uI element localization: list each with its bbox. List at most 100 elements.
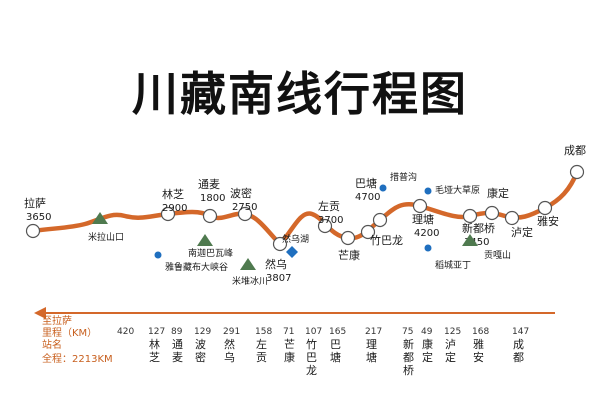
segment-station-name: 康 (284, 350, 295, 364)
segment-distance: 165 (329, 327, 346, 337)
stop-name: 波密 (230, 186, 252, 200)
segment-station-name: 理 (366, 338, 377, 351)
segment-station-name: 桥 (403, 364, 414, 377)
stop-name: 通麦 (198, 178, 220, 191)
dot-icon (424, 244, 432, 252)
segment-station-name: 芝 (149, 351, 160, 364)
stop-marker-icon (412, 198, 428, 214)
route-stop: 波密 2750 (230, 186, 257, 222)
dot-icon (424, 187, 432, 195)
point-of-interest: 措普沟 (379, 171, 417, 192)
route-stop: 雅安 (537, 200, 559, 228)
mountain-icon (240, 258, 256, 270)
legend-line1: 至拉萨 (42, 314, 72, 327)
stop-name: 拉萨 (24, 196, 46, 210)
segment-distance: 107 (305, 327, 322, 337)
poi-label: 南迦巴瓦峰 (188, 247, 233, 259)
stop-elevation: 4200 (414, 228, 439, 239)
segment-station-name: 左 (256, 338, 267, 351)
segment-station-name: 成 (513, 338, 524, 351)
segment-station-name: 雅 (473, 337, 484, 351)
segment-station-name: 泸 (445, 338, 456, 351)
segment-station-name: 贡 (256, 351, 267, 364)
segment-station-name: 巴 (306, 351, 317, 364)
segment-distance: 420 (117, 327, 134, 337)
stop-name: 竹巴龙 (370, 233, 403, 247)
legend-line2: 里程（KM） (42, 327, 97, 339)
stop-elevation: 3807 (266, 273, 291, 284)
segment-station-name: 新 (403, 337, 414, 351)
route-stop: 康定 (484, 186, 509, 221)
segment-distance: 147 (512, 327, 529, 337)
segment-distance: 49 (421, 327, 433, 337)
stop-marker-icon (484, 205, 500, 221)
stop-marker-icon (537, 200, 553, 216)
stop-elevation: 4700 (355, 192, 380, 203)
stop-marker-icon (317, 218, 333, 234)
stop-name: 芒康 (338, 248, 360, 262)
segment-station-name: 塘 (366, 350, 377, 364)
point-of-interest: 米堆冰川 (232, 258, 268, 287)
stop-marker-icon (569, 164, 585, 180)
segment-station-name: 安 (473, 350, 484, 364)
mountain-icon (197, 234, 213, 246)
route-stop: 竹巴龙 (360, 224, 403, 247)
segment-station-name: 芒 (284, 338, 295, 351)
poi-label: 米拉山口 (88, 231, 124, 243)
point-of-interest: 南迦巴瓦峰 (188, 234, 233, 259)
poi-label: 措普沟 (390, 171, 417, 183)
page-title: 川藏南线行程图 (132, 67, 468, 121)
segment-station-name: 塘 (330, 350, 341, 364)
segment-distance: 158 (255, 327, 272, 337)
route-stop: 拉萨 3650 (24, 196, 51, 239)
point-of-interest: 毛垭大草原 (424, 184, 480, 196)
segment-station-name: 都 (513, 351, 524, 364)
segment-station-name: 巴 (330, 338, 341, 351)
route-stop: 理塘 4200 (412, 198, 439, 239)
stop-marker-icon (462, 208, 478, 224)
mountain-icon (462, 234, 478, 246)
stop-marker-icon (202, 208, 218, 224)
stop-name: 泸定 (511, 225, 533, 239)
total-distance: 全程：2213KM (42, 352, 113, 365)
point-of-interest: 稻城亚丁 (424, 244, 471, 271)
stop-marker-icon (372, 212, 388, 228)
stop-marker-icon (237, 206, 253, 222)
segment-station-name: 麦 (172, 351, 183, 364)
route-stop: 成都 (564, 144, 586, 180)
segment-station-name: 密 (195, 350, 206, 364)
lake-icon (286, 246, 298, 258)
poi-label: 稻城亚丁 (435, 260, 471, 271)
route-stop: 左贡 3700 (317, 200, 343, 234)
stop-elevation: 3650 (26, 212, 51, 223)
stop-marker-icon (272, 236, 288, 252)
route-stop: 新都桥 3450 (462, 208, 495, 248)
stop-name: 然乌 (265, 257, 287, 271)
segment-distance: 89 (171, 327, 183, 337)
stop-marker-icon (504, 210, 520, 226)
stop-name: 左贡 (318, 200, 340, 213)
segment-station-name: 康 (422, 337, 433, 351)
route-stop: 然乌 3807 (265, 236, 291, 284)
segment-distance: 168 (472, 327, 489, 337)
stop-elevation: 3700 (318, 215, 343, 226)
stop-name: 新都桥 (462, 221, 495, 235)
segment-distance: 217 (365, 327, 382, 337)
route-stop: 通麦 1800 (198, 178, 225, 224)
stop-name: 成都 (564, 144, 586, 157)
stop-elevation: 3450 (464, 237, 489, 248)
stop-name: 雅安 (537, 214, 559, 228)
stop-marker-icon (340, 230, 356, 246)
poi-label: 毛垭大草原 (435, 184, 480, 196)
segment-distance: 125 (444, 327, 461, 337)
dot-icon (379, 184, 387, 192)
point-of-interest: 米拉山口 (88, 212, 124, 243)
segment-station-name: 定 (445, 350, 456, 364)
segment-station-name: 龙 (306, 364, 317, 377)
segment-station-name: 乌 (224, 350, 235, 364)
stop-elevation: 2750 (232, 202, 257, 213)
poi-label: 米堆冰川 (232, 275, 268, 287)
stop-name: 康定 (487, 186, 509, 200)
segment-distance: 75 (402, 327, 413, 337)
